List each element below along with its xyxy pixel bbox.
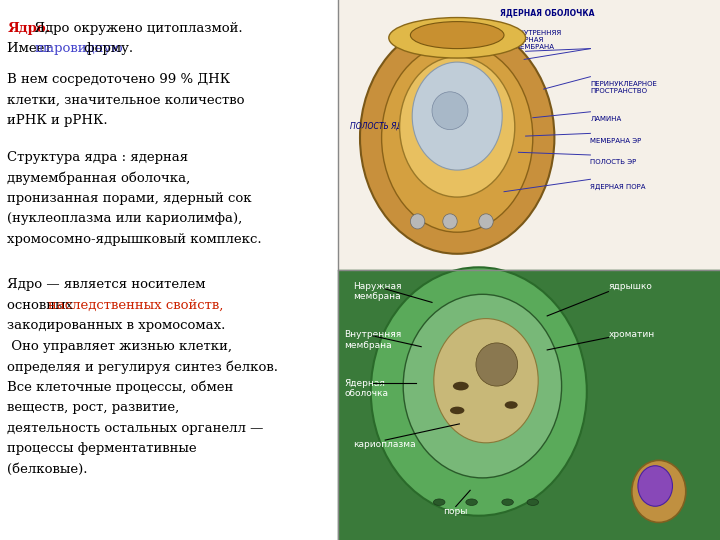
Text: Ядро окружено цитоплазмой.: Ядро окружено цитоплазмой. [30,22,243,35]
Ellipse shape [450,407,464,414]
Ellipse shape [443,214,457,229]
Text: Наружная
мембрана: Наружная мембрана [353,282,401,301]
Bar [0,0,338,540]
Text: кариоплазма: кариоплазма [353,440,415,449]
Ellipse shape [360,22,554,254]
Text: определяя и регулируя синтез белков.: определяя и регулируя синтез белков. [7,360,278,374]
Ellipse shape [505,401,518,409]
Ellipse shape [434,319,539,443]
Ellipse shape [527,499,539,505]
Text: ПЕРИНУКЛЕАРНОЕ
ПРОСТРАНСТВО: ПЕРИНУКЛЕАРНОЕ ПРОСТРАНСТВО [590,81,657,94]
Ellipse shape [466,499,477,505]
Text: шаровидную: шаровидную [35,42,123,55]
Ellipse shape [479,214,493,229]
Text: ПОЛОСТЬ ЭР: ПОЛОСТЬ ЭР [590,159,636,165]
Text: веществ, рост, развитие,: веществ, рост, развитие, [7,401,179,414]
Ellipse shape [453,382,469,390]
Text: основных: основных [7,299,78,312]
Text: Ядерная
оболочка: Ядерная оболочка [344,379,388,399]
Text: двумембранная оболочка,: двумембранная оболочка, [7,171,191,185]
Text: клетки, значительное количество: клетки, значительное количество [7,93,245,106]
Text: закодированных в хромосомах.: закодированных в хромосомах. [7,319,225,332]
Text: деятельность остальных органелл —: деятельность остальных органелл — [7,422,264,435]
Text: В нем сосредоточено 99 % ДНК: В нем сосредоточено 99 % ДНК [7,73,230,86]
Text: поры: поры [443,507,467,516]
Ellipse shape [632,460,686,523]
Ellipse shape [433,499,445,505]
Ellipse shape [382,43,533,232]
Text: хроматин: хроматин [608,330,654,340]
Text: Оно управляет жизнью клетки,: Оно управляет жизнью клетки, [7,340,232,353]
Bar [338,0,720,270]
Text: ЯДЕРНАЯ ОБОЛОЧКА: ЯДЕРНАЯ ОБОЛОЧКА [500,8,595,17]
Text: (белковые).: (белковые). [7,463,88,476]
Text: хромосомно-ядрышковый комплекс.: хромосомно-ядрышковый комплекс. [7,233,262,246]
Ellipse shape [410,214,425,229]
Ellipse shape [410,22,504,49]
Text: форму.: форму. [80,42,133,55]
Text: ядрышко: ядрышко [608,282,652,291]
Text: пронизанная порами, ядерный сок: пронизанная порами, ядерный сок [7,192,252,205]
Ellipse shape [400,57,515,197]
Text: МЕМБРАНА ЭР: МЕМБРАНА ЭР [590,138,642,144]
Ellipse shape [371,267,587,516]
Text: (нуклеоплазма или кариолимфа),: (нуклеоплазма или кариолимфа), [7,212,243,225]
Text: ПОЛОСТЬ ЯДРА: ПОЛОСТЬ ЯДРА [351,122,413,131]
Text: Внутренняя
мембрана: Внутренняя мембрана [344,330,402,350]
Text: Структура ядра : ядерная: Структура ядра : ядерная [7,151,189,164]
Text: иРНК и рРНК.: иРНК и рРНК. [7,114,108,127]
Text: наследственных свойств,: наследственных свойств, [48,299,223,312]
Text: Имеет: Имеет [7,42,56,55]
Text: ВНЕШНЯЯ
ЯДЕРНАЯ
МЕМБРАНА: ВНЕШНЯЯ ЯДЕРНАЯ МЕМБРАНА [432,30,472,50]
Ellipse shape [432,92,468,130]
Bar [338,270,720,540]
Ellipse shape [403,294,562,478]
Text: Все клеточные процессы, обмен: Все клеточные процессы, обмен [7,381,233,394]
Text: ЛАМИНА: ЛАМИНА [590,116,621,122]
Ellipse shape [389,17,526,58]
Ellipse shape [502,499,513,505]
Ellipse shape [476,343,518,386]
Text: Ядро.: Ядро. [7,22,50,35]
Ellipse shape [638,465,672,507]
Ellipse shape [412,62,503,170]
Text: ЯДЕРНАЯ ПОРА: ЯДЕРНАЯ ПОРА [590,184,646,190]
Text: ВНУТРЕННЯЯ
ЯДРНАЯ
МЕМБРАНА: ВНУТРЕННЯЯ ЯДРНАЯ МЕМБРАНА [515,30,562,50]
Text: процессы ферментативные: процессы ферментативные [7,442,197,455]
Text: Ядро — является носителем: Ядро — является носителем [7,278,206,291]
